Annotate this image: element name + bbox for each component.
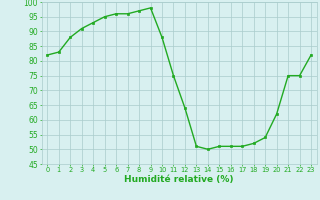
X-axis label: Humidité relative (%): Humidité relative (%) — [124, 175, 234, 184]
